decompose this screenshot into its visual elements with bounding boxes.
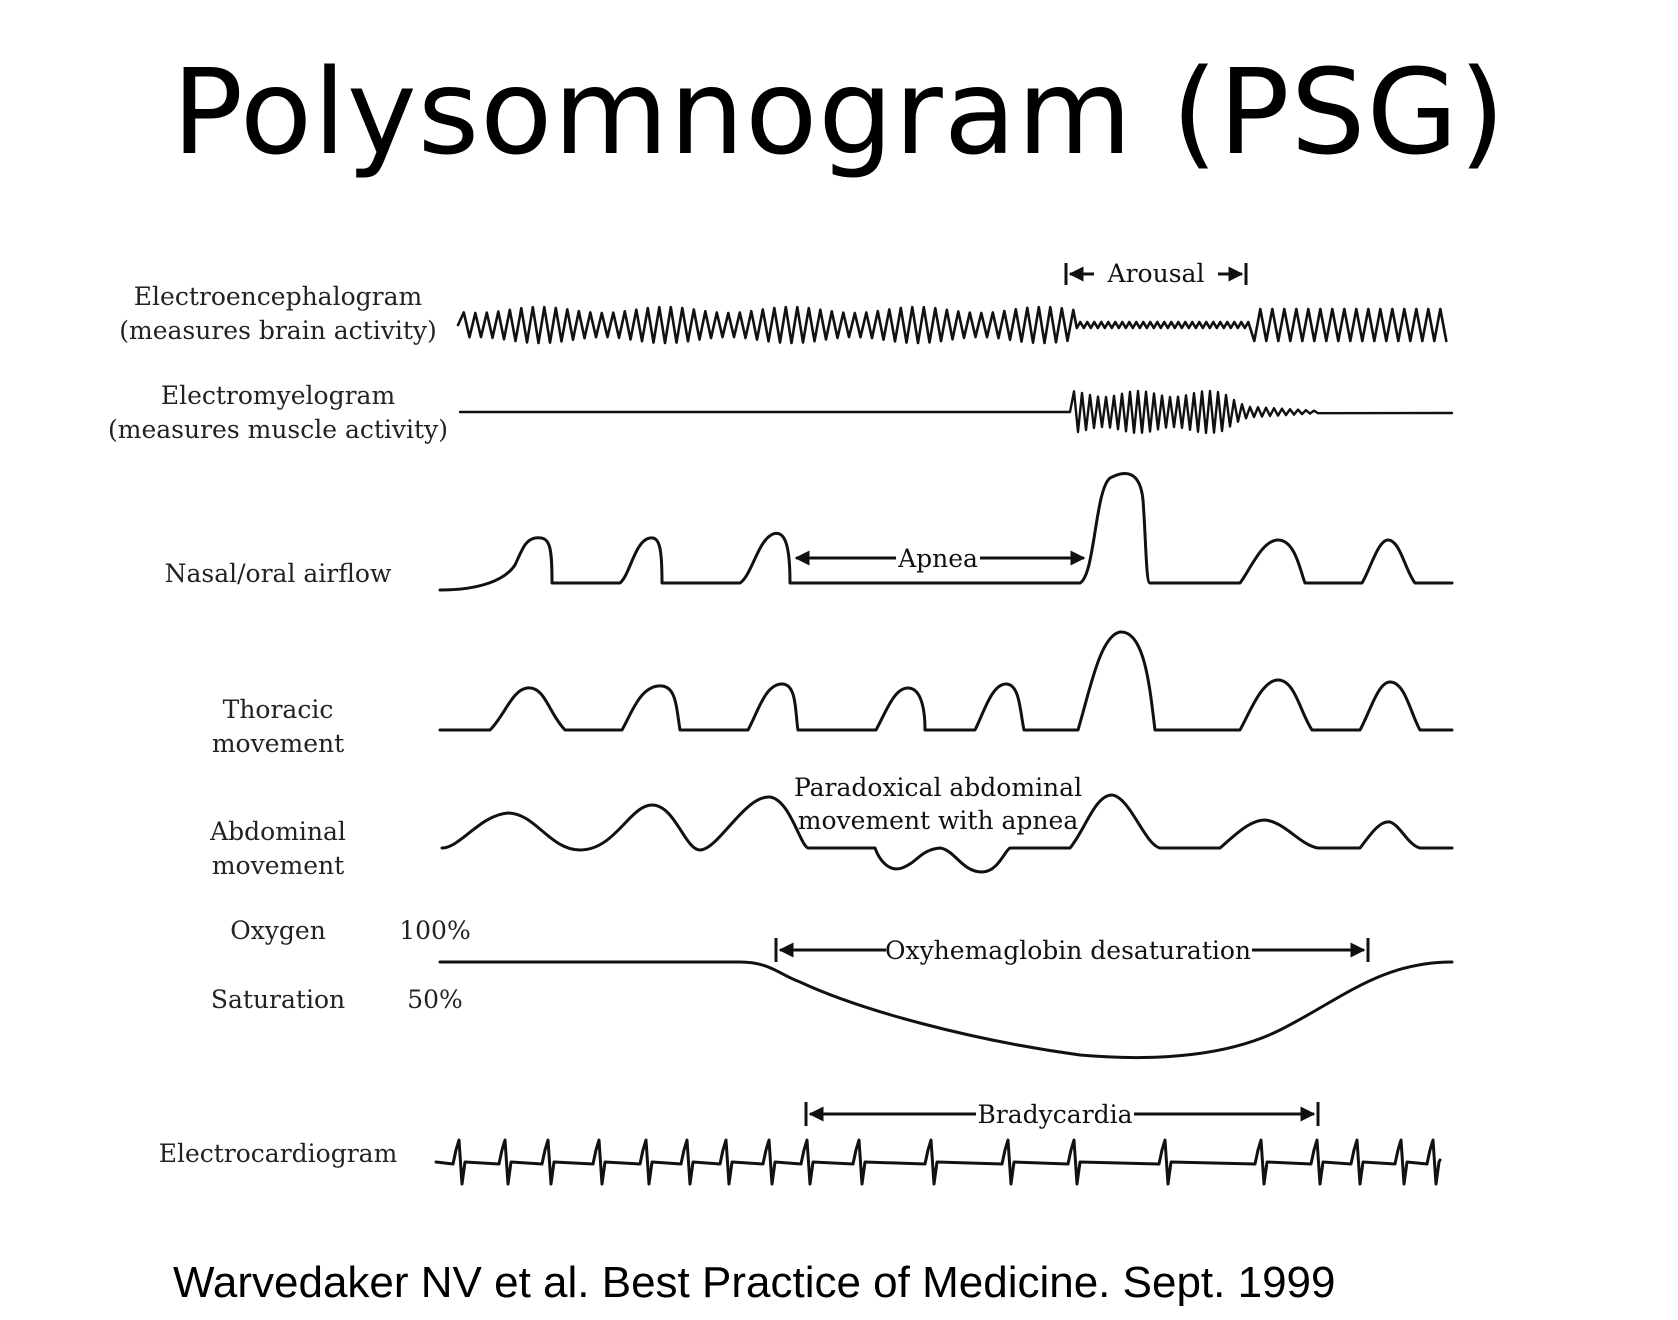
eeg-sublabel: (measures brain activity) [119,316,437,345]
thoracic-label: Thoracic [223,695,334,724]
emg-sublabel: (measures muscle activity) [108,415,448,444]
thoracic-sublabel: movement [212,729,344,758]
oxygen-saturation-trace [438,960,1454,1060]
ecg-trace [434,1138,1442,1186]
oxygen-scale-high: 100% [399,916,470,945]
slide-title: Polysomnogram (PSG) [171,43,1507,181]
oxygen-scale-low: 50% [407,985,463,1014]
saturation-label: Saturation [211,985,345,1014]
citation: Warvedaker NV et al. Best Practice of Me… [173,1258,1336,1307]
airflow-trace [438,472,1454,592]
oxygen-label: Oxygen [230,916,326,945]
thoracic-trace [438,630,1454,732]
desaturation-label: Oxyhemaglobin desaturation [885,936,1251,965]
abdominal-sublabel: movement [212,851,344,880]
eeg-label: Electroencephalogram [134,282,423,311]
emg-label: Electromyelogram [161,381,396,410]
bradycardia-label: Bradycardia [977,1100,1132,1129]
paradoxical-label-line1: Paradoxical abdominal [794,773,1082,802]
ecg-label: Electrocardiogram [159,1139,398,1168]
abdominal-trace [440,793,1454,874]
airflow-label: Nasal/oral airflow [165,559,392,588]
arousal-label: Arousal [1107,259,1205,288]
emg-trace [458,389,1454,435]
eeg-trace [456,305,1448,345]
apnea-label: Apnea [897,544,978,573]
abdominal-label: Abdominal [209,817,346,846]
paradoxical-label-line2: movement with apnea [798,806,1079,835]
